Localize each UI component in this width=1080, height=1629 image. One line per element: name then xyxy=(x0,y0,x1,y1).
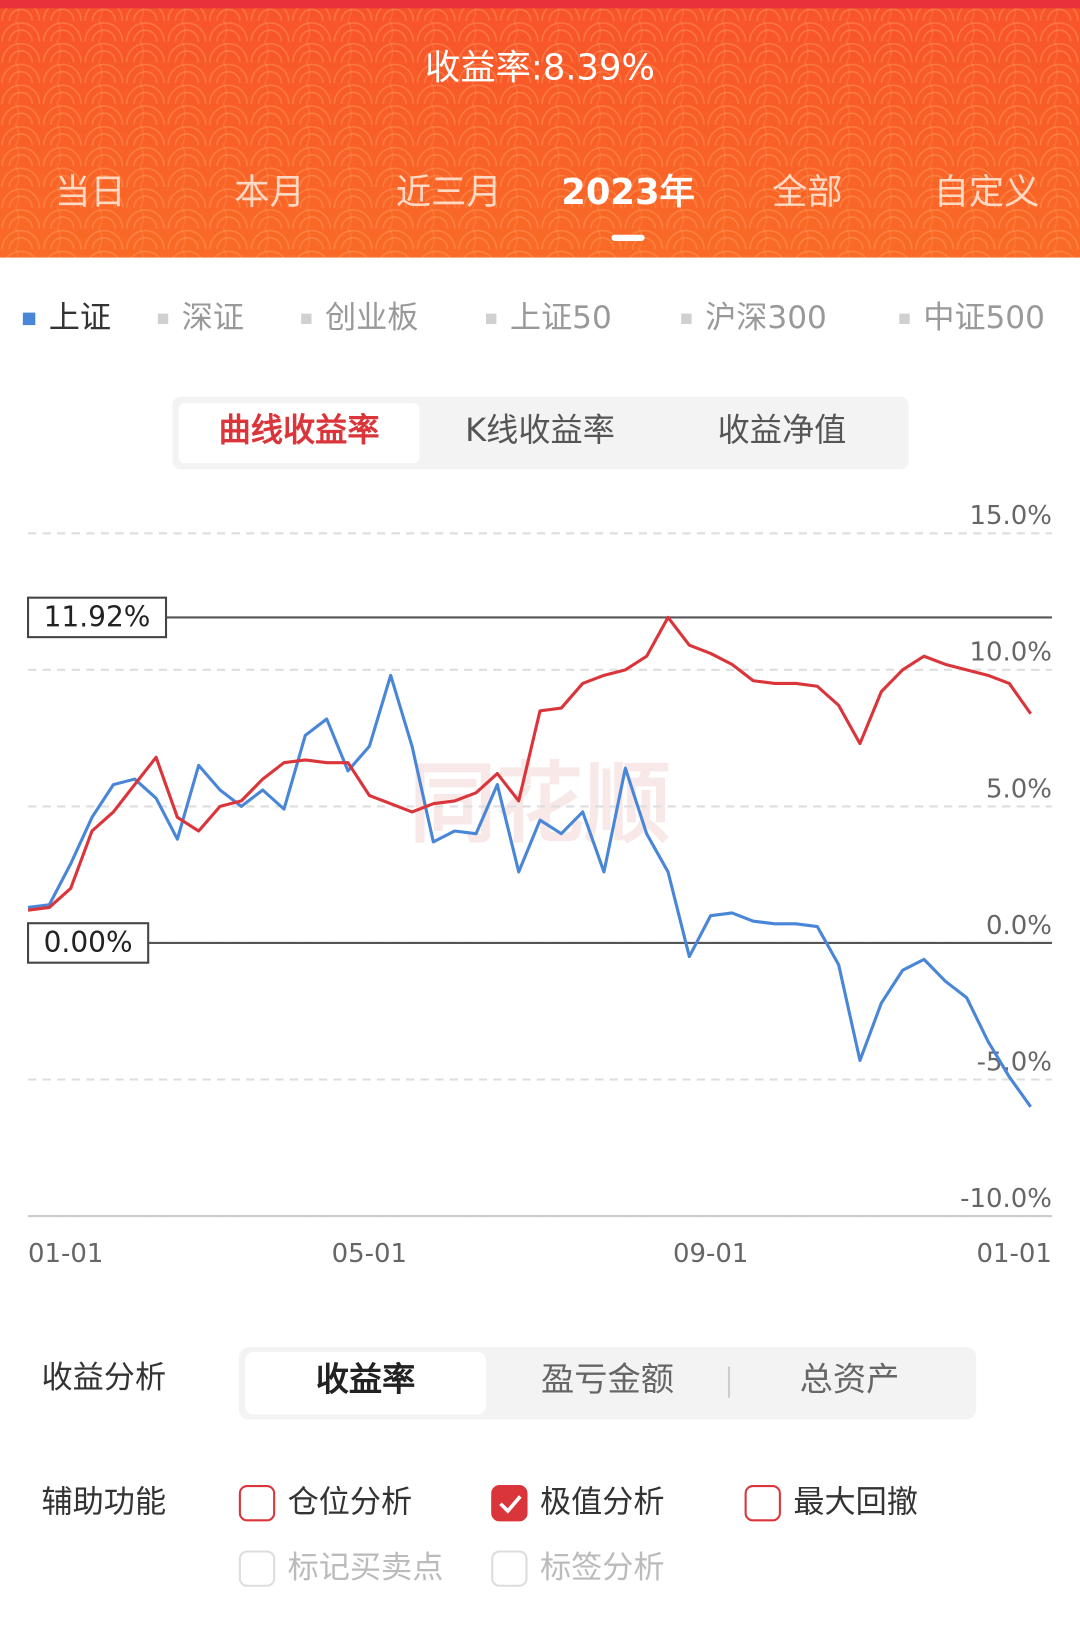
legend-swatch xyxy=(899,313,910,325)
legend-swatch xyxy=(301,313,312,325)
checkbox-label: 标记买卖点 xyxy=(288,1550,444,1586)
analysis-tab[interactable]: 收益率 xyxy=(316,1360,416,1399)
extreme-label: 11.92% xyxy=(44,600,151,633)
period-tab[interactable]: 全部 xyxy=(772,172,843,213)
checkbox-label[interactable]: 最大回撤 xyxy=(793,1485,918,1521)
check-mark xyxy=(499,1495,522,1514)
watermark: 同花顺 xyxy=(409,753,671,855)
checkbox xyxy=(491,1550,528,1587)
checkbox[interactable] xyxy=(238,1485,276,1522)
legend-label[interactable]: 创业板 xyxy=(325,300,418,336)
checkbox[interactable] xyxy=(744,1485,781,1522)
x-tick-label: 05-01 xyxy=(332,1239,407,1269)
extreme-box xyxy=(27,596,168,639)
mode-tab[interactable]: K线收益率 xyxy=(465,411,615,449)
analysis-selected xyxy=(245,1352,486,1415)
checkbox-label[interactable]: 极值分析 xyxy=(540,1485,665,1521)
x-tick-label: 01-01 xyxy=(977,1239,1052,1269)
legend-label[interactable]: 沪深300 xyxy=(705,300,827,336)
mode-selected xyxy=(178,402,420,464)
extreme-label: 0.00% xyxy=(44,926,133,959)
period-tab[interactable]: 自定义 xyxy=(934,172,1040,213)
series-line xyxy=(27,615,1032,912)
section-label: 收益分析 xyxy=(42,1360,167,1396)
series-line xyxy=(27,673,1032,1108)
y-tick-label: 10.0% xyxy=(970,638,1052,668)
legend-label[interactable]: 上证50 xyxy=(510,300,612,336)
period-tab[interactable]: 当日 xyxy=(55,172,126,213)
period-tab[interactable]: 近三月 xyxy=(396,172,502,213)
checkbox-label[interactable]: 仓位分析 xyxy=(288,1485,413,1521)
legend-swatch xyxy=(486,313,497,325)
period-tab[interactable]: 本月 xyxy=(234,172,305,213)
x-tick-label: 09-01 xyxy=(673,1239,748,1269)
period-tab[interactable]: 2023年 xyxy=(561,172,695,213)
x-tick-label: 01-01 xyxy=(28,1239,103,1269)
header-title: 收益率:8.39% xyxy=(425,48,655,89)
extreme-box xyxy=(27,922,150,964)
tab-indicator xyxy=(611,234,645,241)
legend-label[interactable]: 中证500 xyxy=(923,300,1045,336)
header-pattern xyxy=(0,0,1080,258)
y-tick-label: -5.0% xyxy=(977,1047,1052,1077)
y-tick-label: -10.0% xyxy=(960,1184,1052,1214)
y-tick-label: 15.0% xyxy=(970,501,1052,531)
mode-tab[interactable]: 曲线收益率 xyxy=(219,411,380,449)
legend-swatch xyxy=(681,313,692,325)
section-label: 辅助功能 xyxy=(42,1485,167,1521)
legend-label[interactable]: 上证 xyxy=(49,300,111,336)
checkbox[interactable] xyxy=(491,1485,528,1522)
legend-swatch xyxy=(22,312,36,326)
checkbox-label: 标签分析 xyxy=(540,1550,665,1586)
legend-swatch xyxy=(157,313,169,325)
y-tick-label: 0.0% xyxy=(986,911,1052,941)
checkbox xyxy=(238,1550,276,1587)
status-strip xyxy=(0,0,1080,9)
y-tick-label: 5.0% xyxy=(986,774,1052,804)
mode-tab[interactable]: 收益净值 xyxy=(718,411,847,449)
analysis-tab[interactable]: 总资产 xyxy=(800,1360,900,1399)
legend-label[interactable]: 深证 xyxy=(182,300,244,336)
analysis-tab[interactable]: 盈亏金额 xyxy=(541,1360,674,1399)
